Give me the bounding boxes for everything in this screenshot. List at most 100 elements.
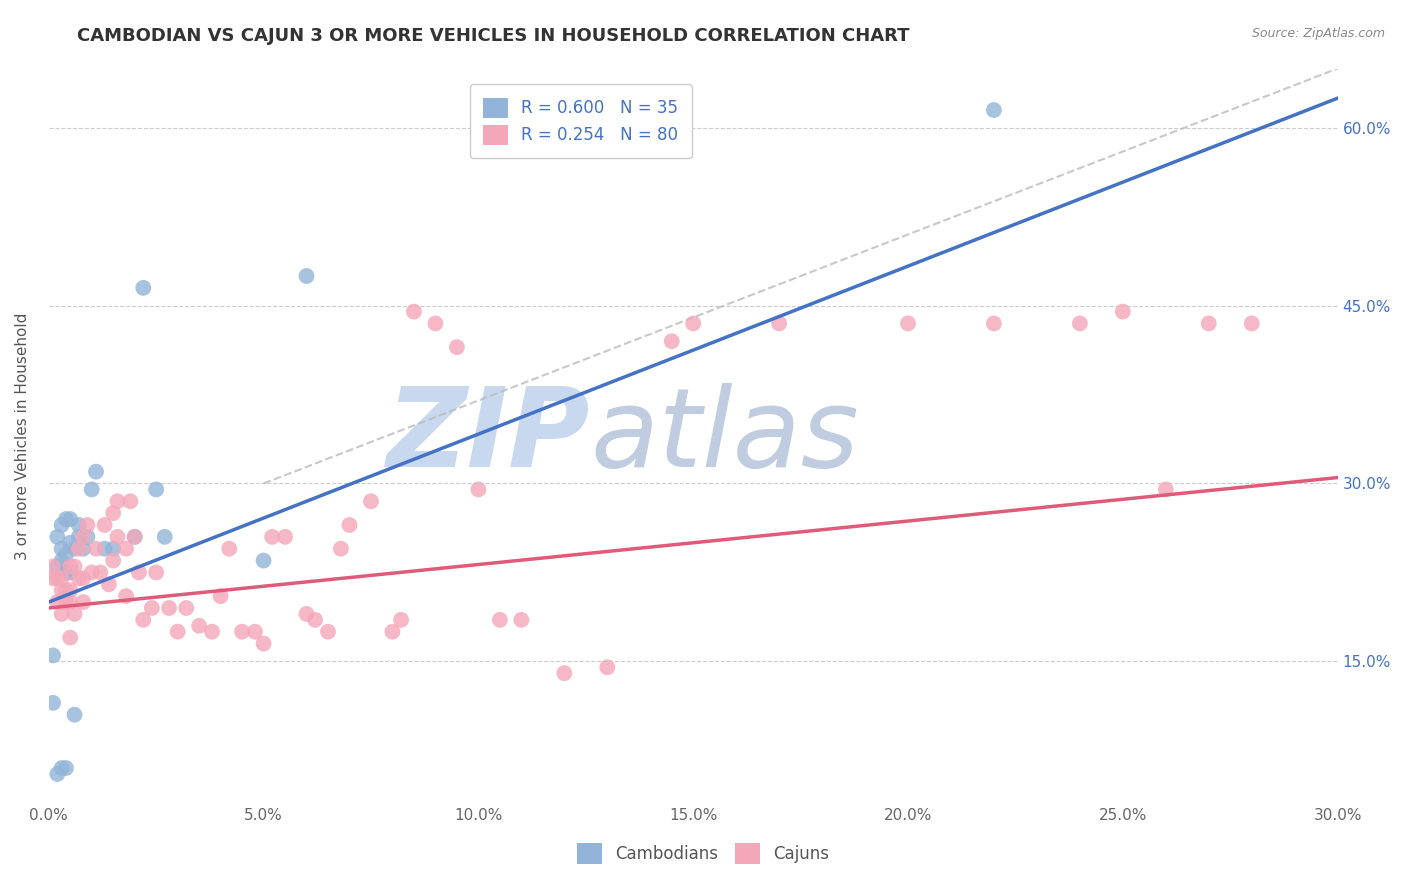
Point — [209, 589, 232, 603]
Point — [553, 666, 575, 681]
Point — [55, 566, 77, 580]
Point — [51, 761, 73, 775]
Point — [55, 583, 77, 598]
Point — [59, 512, 82, 526]
Point — [1069, 317, 1091, 331]
Point — [80, 483, 103, 497]
Point — [188, 619, 211, 633]
Point — [132, 281, 155, 295]
Point — [124, 530, 146, 544]
Point — [1240, 317, 1263, 331]
Point — [67, 530, 90, 544]
Point — [141, 601, 163, 615]
Point — [46, 767, 69, 781]
Point — [103, 541, 125, 556]
Point — [72, 571, 94, 585]
Point — [174, 601, 197, 615]
Point — [97, 577, 120, 591]
Point — [63, 541, 86, 556]
Point — [360, 494, 382, 508]
Point — [274, 530, 297, 544]
Point — [103, 506, 125, 520]
Point — [51, 583, 73, 598]
Point — [389, 613, 412, 627]
Point — [132, 613, 155, 627]
Point — [1198, 317, 1220, 331]
Point — [316, 624, 339, 639]
Point — [72, 595, 94, 609]
Point — [983, 103, 1005, 117]
Point — [243, 624, 266, 639]
Point — [46, 559, 69, 574]
Point — [145, 483, 167, 497]
Point — [84, 465, 107, 479]
Point — [55, 761, 77, 775]
Point — [295, 607, 318, 621]
Point — [252, 636, 274, 650]
Point — [768, 317, 790, 331]
Point — [596, 660, 619, 674]
Point — [115, 541, 138, 556]
Point — [72, 541, 94, 556]
Point — [51, 571, 73, 585]
Point — [55, 595, 77, 609]
Point — [682, 317, 704, 331]
Point — [231, 624, 253, 639]
Point — [42, 696, 65, 710]
Point — [59, 566, 82, 580]
Point — [63, 559, 86, 574]
Point — [1154, 483, 1177, 497]
Point — [446, 340, 468, 354]
Point — [51, 518, 73, 533]
Point — [42, 648, 65, 663]
Point — [51, 541, 73, 556]
Point — [510, 613, 533, 627]
Point — [67, 571, 90, 585]
Legend: R = 0.600   N = 35, R = 0.254   N = 80: R = 0.600 N = 35, R = 0.254 N = 80 — [470, 84, 692, 158]
Point — [93, 518, 115, 533]
Point — [67, 541, 90, 556]
Point — [42, 559, 65, 574]
Point — [55, 548, 77, 562]
Point — [76, 518, 98, 533]
Point — [153, 530, 176, 544]
Point — [76, 530, 98, 544]
Point — [166, 624, 188, 639]
Point — [63, 707, 86, 722]
Text: Source: ZipAtlas.com: Source: ZipAtlas.com — [1251, 27, 1385, 40]
Point — [145, 566, 167, 580]
Point — [84, 541, 107, 556]
Point — [63, 607, 86, 621]
Text: ZIP: ZIP — [387, 383, 591, 490]
Point — [46, 595, 69, 609]
Point — [381, 624, 404, 639]
Point — [304, 613, 326, 627]
Point — [80, 566, 103, 580]
Point — [425, 317, 447, 331]
Point — [59, 595, 82, 609]
Point — [402, 304, 425, 318]
Y-axis label: 3 or more Vehicles in Household: 3 or more Vehicles in Household — [15, 312, 30, 560]
Point — [72, 530, 94, 544]
Point — [329, 541, 352, 556]
Point — [42, 571, 65, 585]
Point — [120, 494, 142, 508]
Point — [661, 103, 683, 117]
Point — [67, 518, 90, 533]
Point — [103, 553, 125, 567]
Point — [46, 571, 69, 585]
Point — [128, 566, 150, 580]
Point — [1112, 304, 1135, 318]
Point — [89, 566, 111, 580]
Point — [55, 512, 77, 526]
Point — [59, 559, 82, 574]
Point — [46, 530, 69, 544]
Point — [59, 583, 82, 598]
Point — [107, 494, 129, 508]
Point — [201, 624, 224, 639]
Point — [59, 535, 82, 549]
Point — [218, 541, 240, 556]
Point — [252, 553, 274, 567]
Point — [897, 317, 920, 331]
Point — [489, 613, 512, 627]
